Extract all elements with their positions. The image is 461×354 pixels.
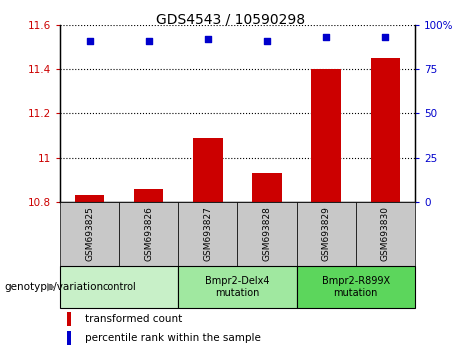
Point	[382, 34, 389, 40]
Bar	[193, 138, 223, 202]
Bar	[67, 312, 71, 326]
Text: percentile rank within the sample: percentile rank within the sample	[85, 333, 260, 343]
Text: transformed count: transformed count	[85, 314, 182, 324]
Bar	[60, 266, 178, 308]
Bar	[356, 202, 415, 266]
Text: Bmpr2-Delx4
mutation: Bmpr2-Delx4 mutation	[205, 276, 270, 298]
Bar	[311, 69, 341, 202]
Bar	[237, 202, 296, 266]
Text: GSM693828: GSM693828	[262, 206, 272, 261]
Bar	[67, 331, 71, 345]
Bar	[296, 202, 356, 266]
Bar	[371, 58, 400, 202]
Bar	[178, 266, 296, 308]
Text: ▶: ▶	[47, 282, 55, 292]
Bar	[75, 195, 104, 202]
Text: GSM693825: GSM693825	[85, 206, 94, 261]
Point	[145, 38, 152, 44]
Text: GSM693829: GSM693829	[322, 206, 331, 261]
Bar	[252, 173, 282, 202]
Bar	[119, 202, 178, 266]
Point	[86, 38, 93, 44]
Text: GSM693826: GSM693826	[144, 206, 153, 261]
Text: Bmpr2-R899X
mutation: Bmpr2-R899X mutation	[322, 276, 390, 298]
Bar	[178, 202, 237, 266]
Text: control: control	[102, 282, 136, 292]
Text: GSM693830: GSM693830	[381, 206, 390, 261]
Bar	[296, 266, 415, 308]
Point	[322, 34, 330, 40]
Bar	[60, 202, 119, 266]
Point	[263, 38, 271, 44]
Text: GDS4543 / 10590298: GDS4543 / 10590298	[156, 12, 305, 27]
Text: GSM693827: GSM693827	[203, 206, 213, 261]
Text: genotype/variation: genotype/variation	[5, 282, 104, 292]
Bar	[134, 189, 164, 202]
Point	[204, 36, 212, 42]
